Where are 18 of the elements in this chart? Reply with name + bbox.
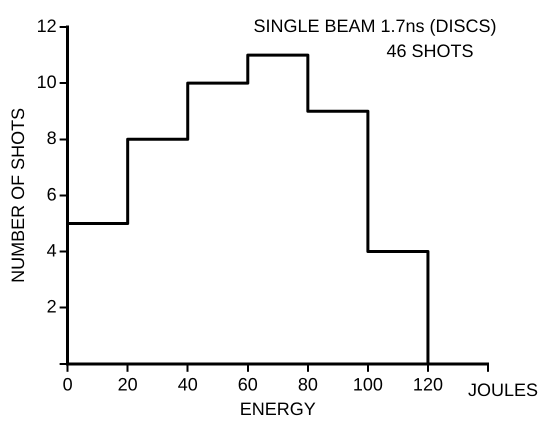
text: JOULES (468, 380, 538, 400)
y-tick-label: 12 (36, 16, 57, 36)
x-tick-label: 80 (298, 374, 318, 395)
y-tick-label: 10 (36, 72, 57, 92)
x-tick-label: 20 (118, 374, 138, 395)
x-tick-label: 0 (62, 374, 73, 395)
x-axis-title: ENERGY (240, 399, 316, 420)
y-tick-label: 2 (46, 296, 57, 317)
x-tick-label: 120 (412, 374, 443, 395)
chart-title: SINGLE BEAM 1.7ns (DISCS) (253, 16, 497, 36)
x-tick-label: 60 (238, 374, 258, 395)
x-tick-label: 100 (352, 374, 383, 395)
y-axis-title: NUMBER OF SHOTS (8, 108, 28, 283)
text: 46 SHOTS (386, 41, 474, 61)
x-tick-label: 40 (178, 374, 198, 395)
y-tick-label: 4 (46, 240, 57, 260)
y-tick-label: 6 (46, 184, 57, 204)
y-tick-label: 8 (46, 128, 57, 148)
